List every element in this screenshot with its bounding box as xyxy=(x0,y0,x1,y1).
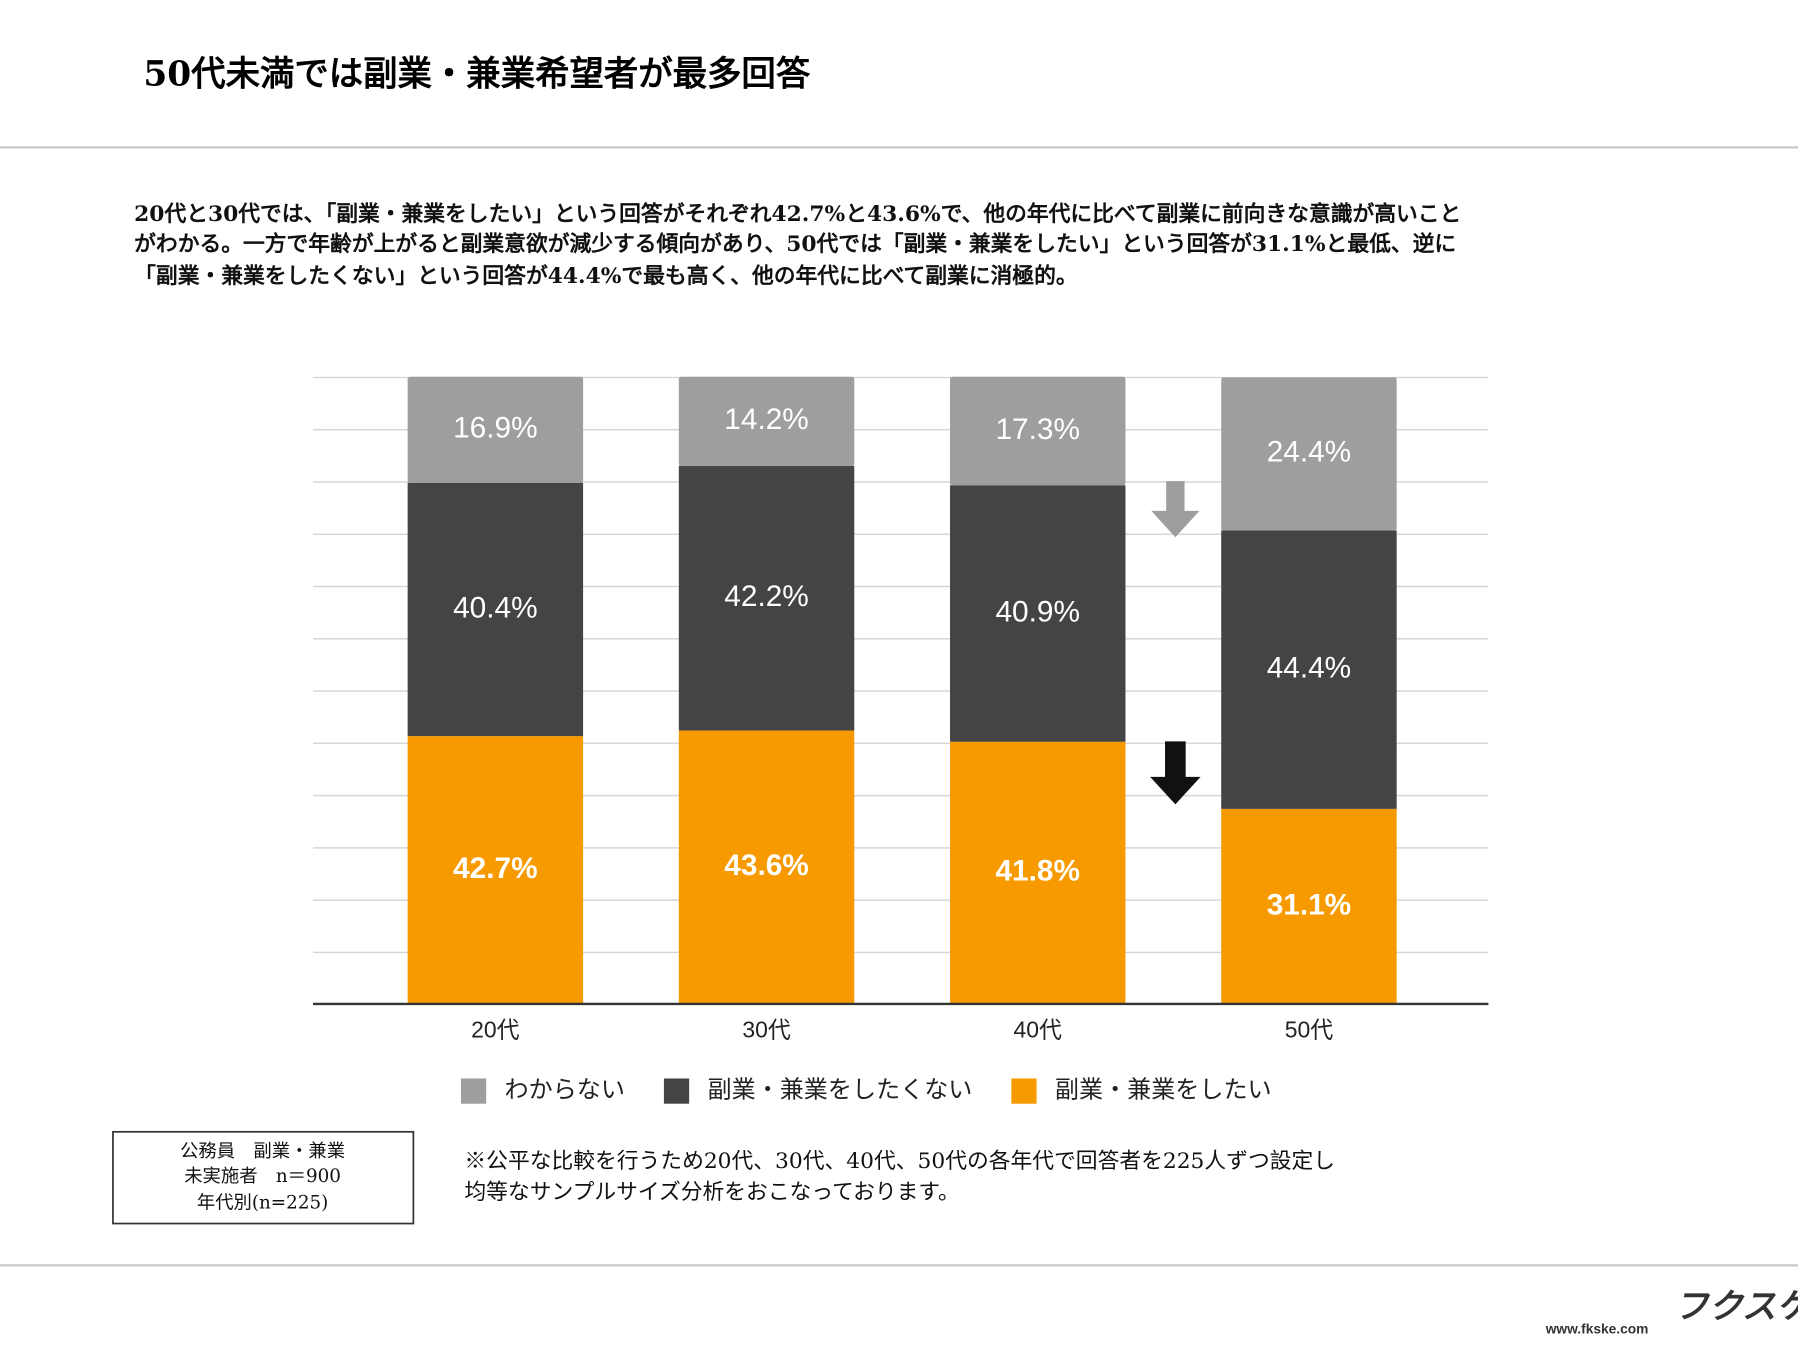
title: 50代未満では副業・兼業希望者が最多回答 xyxy=(143,54,810,94)
legend-swatch xyxy=(1011,1078,1037,1104)
body-line: がわかる。一方で年齢が上がると副業意欲が減少する傾向があり、50代では「副業・兼… xyxy=(134,231,1456,257)
body-line: 「副業・兼業をしたくない」という回答が44.4%で最も高く、他の年代に比べて副業… xyxy=(134,263,1077,289)
bar-segment xyxy=(950,485,1126,742)
legend-swatch xyxy=(663,1078,690,1104)
bar-segment xyxy=(950,376,1126,486)
bar-segment xyxy=(1221,377,1397,531)
x-tick-label: 30代 xyxy=(742,1017,790,1043)
legend-label: わからない xyxy=(505,1076,625,1103)
note-box-line: 年代別(n=225) xyxy=(197,1192,328,1213)
bar-segment xyxy=(407,376,584,483)
chart: 42.7% 40.4% 16.9% 20代 43.6% 42.2% 14.2% 30代 41.8… xyxy=(407,376,1397,1104)
data-label: 42.2% xyxy=(724,580,808,613)
note-line: ※公平な比較を行うため20代、30代、40代、50代の各年代で回答者を225人ず… xyxy=(464,1149,1335,1174)
data-label: 24.4% xyxy=(1267,436,1352,469)
bar-segment xyxy=(678,376,855,466)
body-line: 20代と30代では、「副業・兼業をしたい」という回答がそれぞれ42.7%と43.… xyxy=(134,201,1461,227)
data-label: 40.4% xyxy=(453,591,538,624)
legend-label: 副業・兼業をしたい xyxy=(1055,1076,1272,1103)
legend-swatch xyxy=(460,1078,487,1104)
note-box xyxy=(112,1130,415,1225)
note-box-line: 公務員 副業・兼業 xyxy=(180,1141,345,1162)
logo: フクスケ xyxy=(1674,1288,1798,1326)
data-label: 44.4% xyxy=(1267,652,1352,685)
arrow-gray xyxy=(1151,481,1200,538)
note-line: 均等なサンプルサイズ分析をおこなっております。 xyxy=(464,1180,959,1205)
data-label: 31.1% xyxy=(1267,888,1352,921)
bar-segment xyxy=(678,465,855,731)
bar-segment xyxy=(678,730,855,1004)
legend-label: 副業・兼業をしたくない xyxy=(707,1076,972,1103)
data-label: 14.2% xyxy=(724,403,808,436)
bar-segment xyxy=(407,482,584,737)
x-tick-label: 50代 xyxy=(1285,1017,1333,1043)
data-label: 42.7% xyxy=(453,852,538,885)
data-label: 40.9% xyxy=(995,595,1080,628)
data-label: 41.8% xyxy=(995,855,1080,888)
bar-segment xyxy=(950,741,1126,1004)
note-box-line: 未実施者 n＝900 xyxy=(184,1166,341,1187)
x-tick-label: 20代 xyxy=(471,1017,519,1043)
arrow-black xyxy=(1150,741,1201,805)
data-label: 16.9% xyxy=(453,412,538,445)
bar-segment xyxy=(407,736,584,1004)
bar-segment xyxy=(1221,530,1397,809)
bar-segment xyxy=(1221,808,1397,1004)
data-label: 17.3% xyxy=(995,413,1080,446)
footer-url: www.fkske.com xyxy=(1545,1321,1649,1336)
x-tick-label: 40代 xyxy=(1014,1017,1062,1043)
data-label: 43.6% xyxy=(724,849,808,882)
